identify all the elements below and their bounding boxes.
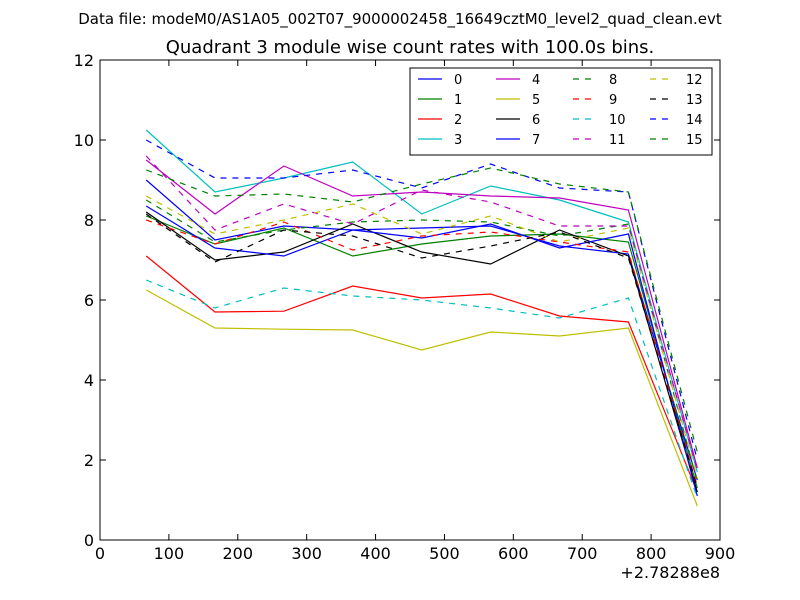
legend-label-2: 2: [454, 113, 462, 128]
series-line-14: [145, 139, 698, 461]
legend-label-9: 9: [609, 93, 617, 108]
x-tick-label: 300: [291, 544, 322, 563]
series-line-4: [145, 159, 698, 469]
x-tick-label: 900: [705, 544, 736, 563]
legend-label-11: 11: [609, 133, 626, 148]
legend-label-6: 6: [532, 113, 540, 128]
legend-label-13: 13: [686, 93, 703, 108]
legend-label-1: 1: [454, 93, 462, 108]
series-layer: [145, 129, 698, 507]
series-line-10: [145, 279, 698, 499]
legend-label-3: 3: [454, 133, 462, 148]
x-tick-label: 700: [567, 544, 598, 563]
x-tick-label: 600: [498, 544, 529, 563]
series-line-2: [145, 255, 698, 493]
y-tick-label: 4: [84, 371, 94, 390]
x-tick-label: 400: [360, 544, 391, 563]
series-line-7: [145, 205, 698, 497]
legend-label-14: 14: [686, 113, 703, 128]
series-line-0: [145, 179, 698, 481]
x-tick-label: 0: [95, 544, 105, 563]
legend-label-8: 8: [609, 73, 617, 88]
legend-label-12: 12: [686, 73, 703, 88]
chart-title: Quadrant 3 module wise count rates with …: [166, 37, 655, 58]
series-line-5: [145, 289, 698, 507]
legend-label-5: 5: [532, 93, 540, 108]
y-tick-label: 0: [84, 531, 94, 550]
y-tick-label: 12: [74, 51, 94, 70]
series-line-15: [145, 167, 698, 453]
legend-label-7: 7: [532, 133, 540, 148]
x-tick-label: 200: [223, 544, 254, 563]
series-line-6: [145, 211, 698, 493]
legend-label-4: 4: [532, 73, 540, 88]
legend-label-15: 15: [686, 133, 703, 148]
y-tick-label: 10: [74, 131, 94, 150]
series-line-13: [145, 213, 698, 489]
x-tick-label: 800: [636, 544, 667, 563]
series-line-11: [145, 155, 698, 471]
x-tick-label: 100: [154, 544, 185, 563]
chart-suptitle: Data file: modeM0/AS1A05_002T07_90000024…: [78, 10, 722, 29]
series-line-3: [145, 129, 698, 473]
series-line-9: [146, 219, 698, 487]
legend-box: [409, 67, 713, 156]
y-tick-label: 8: [84, 211, 94, 230]
x-tick-label: 500: [429, 544, 460, 563]
legend-label-0: 0: [454, 73, 462, 88]
legend-label-10: 10: [609, 113, 626, 128]
series-line-1: [145, 215, 698, 489]
x-offset-label: +2.78288e8: [620, 563, 720, 582]
y-tick-label: 2: [84, 451, 94, 470]
y-tick-label: 6: [84, 291, 94, 310]
series-line-8: [145, 199, 698, 483]
